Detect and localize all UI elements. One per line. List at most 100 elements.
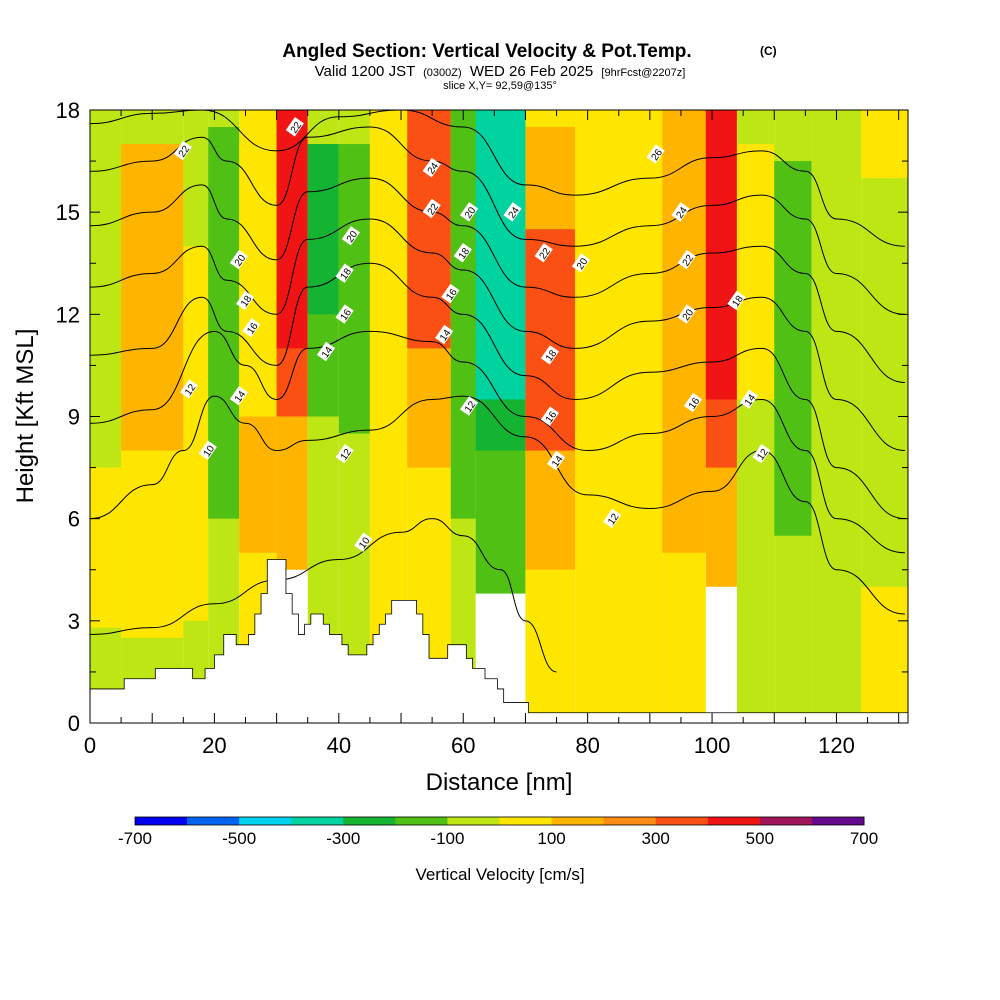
contour-label-bg <box>180 379 199 399</box>
contour-label-bg <box>285 117 304 137</box>
y-tick-label: 3 <box>68 609 80 634</box>
subtitle-date: WED 26 Feb 2025 <box>470 63 593 80</box>
colorbar-tick-label: 100 <box>537 829 565 848</box>
contour-label-bg <box>229 386 248 406</box>
colorbar-swatch <box>759 817 813 825</box>
contour-labels: 22 22 24 22 20 24 26 24 20 18 22 20 22 20 18 16 18 16 20 18… <box>173 117 771 552</box>
velocity-cell <box>662 110 706 553</box>
contour-label-bg <box>683 392 703 413</box>
velocity-cell <box>121 144 184 451</box>
contour-label: 24 <box>422 157 441 178</box>
contour-label: 20 <box>229 249 248 270</box>
contour-label: 26 <box>646 144 665 164</box>
contour-label-bg <box>677 249 696 270</box>
isentrope-line <box>90 395 905 615</box>
colorbar-frame <box>134 816 865 826</box>
isentrope-line <box>90 177 905 383</box>
contour-label-bg <box>677 304 696 324</box>
contour-label: 12 <box>335 443 354 464</box>
contour-label: 12 <box>752 443 771 464</box>
contour-label-bg <box>540 345 560 365</box>
y-tick-labels: 0 3 6 9 12 15 18 <box>56 98 80 736</box>
colorbar-tick-label: -700 <box>118 829 152 848</box>
colorbar-swatch <box>343 817 396 825</box>
contour-label: 22 <box>422 198 441 219</box>
subtitle-utc: (0300Z) <box>423 67 462 79</box>
contour-label-bg <box>173 140 192 161</box>
contour-label-bg <box>603 508 622 529</box>
contour-label-bg <box>453 243 472 263</box>
contour-label-bg <box>341 226 360 246</box>
chart-title-mark: (C) <box>760 44 777 58</box>
colorbar-swatch <box>551 817 605 825</box>
contour-label-bg <box>422 157 441 178</box>
contour-label-bg <box>671 202 690 222</box>
velocity-cell <box>407 110 451 349</box>
contour-label-bg <box>459 396 479 416</box>
contour-label: 18 <box>335 263 354 283</box>
contour-label: 12 <box>180 379 199 399</box>
colorbar-tick-label: 700 <box>850 829 878 848</box>
contour-label: 14 <box>435 324 454 345</box>
contour-label-bg <box>540 406 560 426</box>
x-tick-label: 60 <box>451 733 475 758</box>
contour-label-bg <box>739 389 759 409</box>
y-tick-label: 6 <box>68 507 80 532</box>
colorbar-tick-label: 300 <box>642 829 670 848</box>
x-axis-label: Distance [nm] <box>426 769 573 796</box>
contour-label-bg <box>503 202 522 222</box>
terrain <box>90 559 908 723</box>
contour-label-bg <box>335 304 354 324</box>
contour-label: 16 <box>441 283 460 304</box>
colorbar-swatch <box>707 817 761 825</box>
isentrope-contours <box>90 110 905 673</box>
contour-label: 10 <box>354 532 373 552</box>
x-tick-label: 40 <box>327 733 351 758</box>
contour-label-bg <box>242 317 261 338</box>
subtitle-valid: Valid 1200 JST <box>315 63 415 80</box>
colorbar-swatch <box>447 817 500 825</box>
contour-label-bg <box>422 198 441 219</box>
y-tick-label: 18 <box>56 98 80 123</box>
contour-label-bg <box>198 440 217 460</box>
contour-label: 14 <box>739 389 759 409</box>
velocity-cell <box>90 467 122 628</box>
x-tick-label: 100 <box>694 733 731 758</box>
colorbar-label: Vertical Velocity [cm/s] <box>415 865 584 884</box>
contour-label-bg <box>727 290 746 311</box>
contour-label: 24 <box>503 202 522 222</box>
contour-label-bg <box>441 283 460 304</box>
contour-label: 22 <box>534 243 553 263</box>
velocity-cell <box>475 110 526 400</box>
colorbar-swatch <box>187 817 240 825</box>
colorbar-tick-label: 500 <box>746 829 774 848</box>
velocity-cell <box>338 144 370 434</box>
contour-label-bg <box>316 341 336 362</box>
x-tick-labels: 0 20 40 60 80 100 120 <box>84 733 855 758</box>
contour-label: 16 <box>683 392 703 413</box>
chart-subtitle: Valid 1200 JST (0300Z) WED 26 Feb 2025 [… <box>315 63 686 80</box>
colorbar-swatch <box>655 817 709 825</box>
colorbar-swatch <box>603 817 657 825</box>
velocity-cell <box>208 127 240 519</box>
contour-label-bg <box>547 450 566 471</box>
contour-label: 16 <box>335 304 354 324</box>
colorbar-tick-labels: -700 -500 -300 -100 100 300 500 700 <box>118 829 878 848</box>
y-tick-label: 0 <box>68 711 80 736</box>
x-tick-label: 0 <box>84 733 96 758</box>
contour-label-bg <box>236 290 255 311</box>
y-tick-label: 15 <box>56 200 80 225</box>
y-tick-label: 12 <box>56 302 80 327</box>
colorbar-tick-label: -500 <box>222 829 256 848</box>
axis-ticks <box>89 109 908 724</box>
x-tick-label: 80 <box>575 733 599 758</box>
velocity-cell <box>369 144 408 451</box>
contour-label: 18 <box>236 290 255 311</box>
contour-label: 16 <box>242 317 261 338</box>
chart-titles: Angled Section: Vertical Velocity & Pot.… <box>282 41 776 92</box>
contour-label: 18 <box>453 243 472 263</box>
colorbar-swatch <box>291 817 344 825</box>
velocity-cell <box>276 110 308 349</box>
plot-area: 22 22 24 22 20 24 26 24 20 18 22 20 22 20 18 16 18 16 20 18… <box>90 110 908 723</box>
velocity-cell <box>705 110 737 400</box>
